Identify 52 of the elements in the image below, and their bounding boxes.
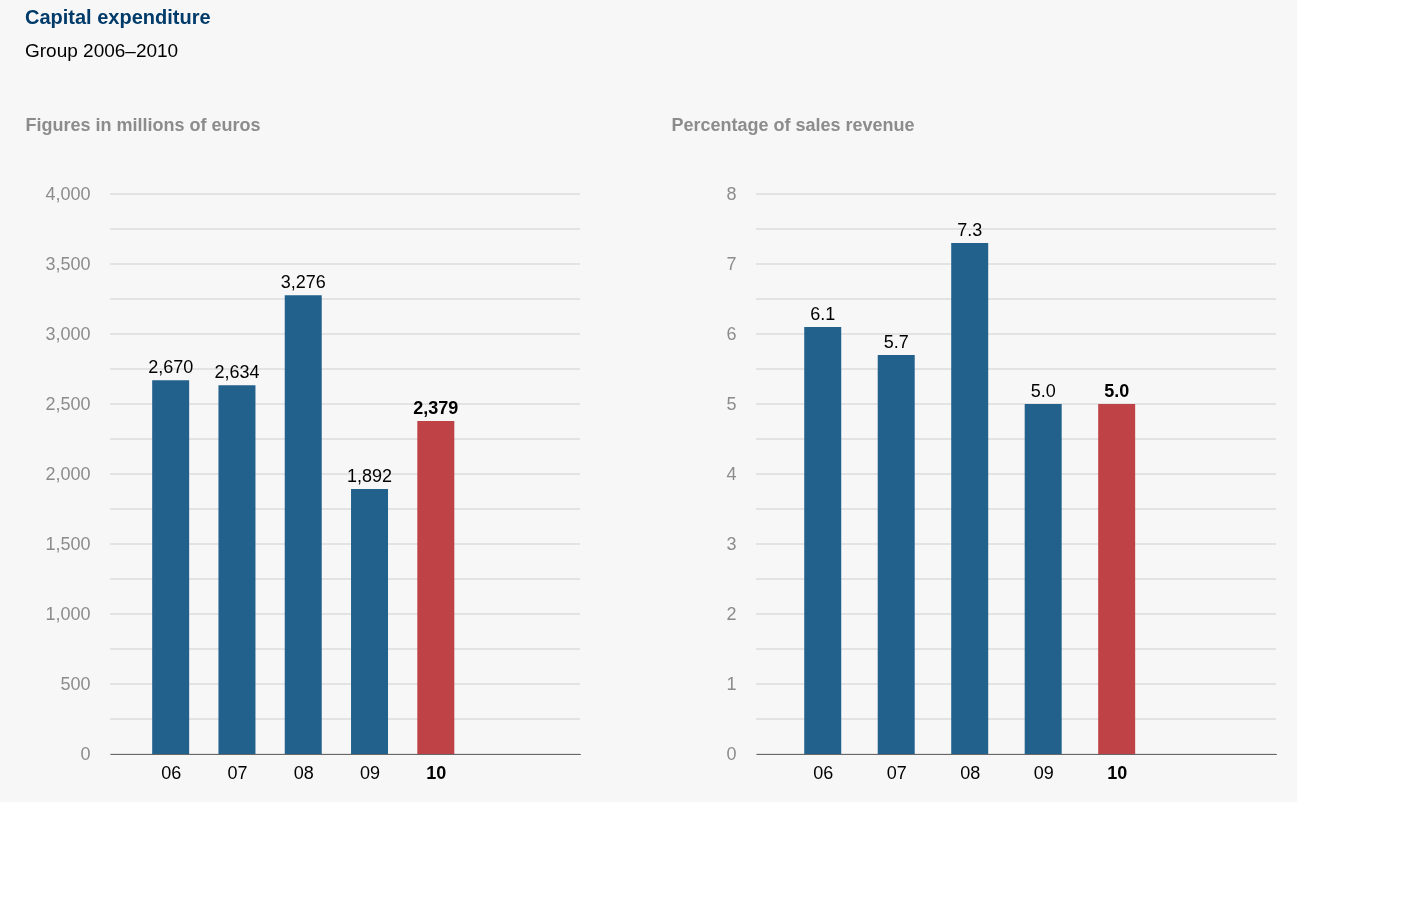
x-tick-label: 08 — [960, 762, 981, 783]
y-tick-label: 5 — [726, 393, 737, 414]
y-tick-label: 3 — [726, 533, 737, 554]
data-label: 6.1 — [810, 304, 836, 324]
data-label: 1,892 — [347, 466, 393, 487]
y-tick-label: 1 — [726, 673, 737, 694]
bar — [351, 489, 389, 754]
data-label: 2,634 — [214, 362, 260, 383]
y-tick-label: 1,500 — [45, 533, 91, 554]
bar — [152, 380, 190, 754]
x-tick-label: 09 — [360, 762, 381, 783]
y-tick-label: 7 — [726, 253, 737, 274]
bar — [1024, 404, 1062, 754]
y-tick-label: 3,000 — [45, 323, 91, 344]
x-tick-label: 06 — [161, 762, 182, 783]
data-label: 7.3 — [957, 220, 983, 240]
y-tick-label: 4 — [726, 463, 737, 484]
bar — [804, 327, 842, 754]
y-tick-label: 2,000 — [45, 463, 91, 484]
x-tick-label: 10 — [1107, 762, 1128, 783]
y-tick-label: 0 — [80, 743, 91, 764]
x-tick-label: 08 — [293, 762, 314, 783]
bar — [951, 243, 989, 754]
y-tick-label: 500 — [60, 673, 91, 694]
data-label: 2,670 — [148, 357, 194, 378]
y-tick-label: 2,500 — [45, 393, 91, 414]
y-tick-label: 8 — [726, 183, 737, 204]
x-tick-label: 06 — [813, 762, 834, 783]
data-label: 5.7 — [883, 332, 909, 352]
y-tick-label: 4,000 — [45, 183, 91, 204]
chart-title: Capital expenditure — [25, 6, 211, 28]
y-tick-label: 6 — [726, 323, 737, 344]
y-tick-label: 1,000 — [45, 603, 91, 624]
data-label: 2,379 — [413, 397, 459, 418]
x-tick-label: 07 — [227, 762, 248, 783]
y-tick-label: 3,500 — [45, 253, 91, 274]
y-tick-label: 0 — [726, 743, 737, 764]
bar — [417, 420, 455, 754]
data-label: 3,276 — [280, 272, 326, 293]
y-axis-title: Percentage of sales revenue — [671, 114, 915, 135]
x-tick-label: 10 — [426, 762, 447, 783]
y-tick-label: 2 — [726, 603, 737, 624]
x-tick-label: 09 — [1033, 762, 1054, 783]
chart-subtitle: Group 2006–2010 — [25, 40, 179, 61]
data-label: 5.0 — [1030, 381, 1056, 401]
bar — [284, 295, 322, 754]
bar — [218, 385, 256, 754]
bar — [1098, 404, 1136, 754]
data-label: 5.0 — [1104, 381, 1130, 401]
x-tick-label: 07 — [886, 762, 907, 783]
bar — [877, 355, 915, 754]
y-axis-title: Figures in millions of euros — [25, 114, 261, 135]
